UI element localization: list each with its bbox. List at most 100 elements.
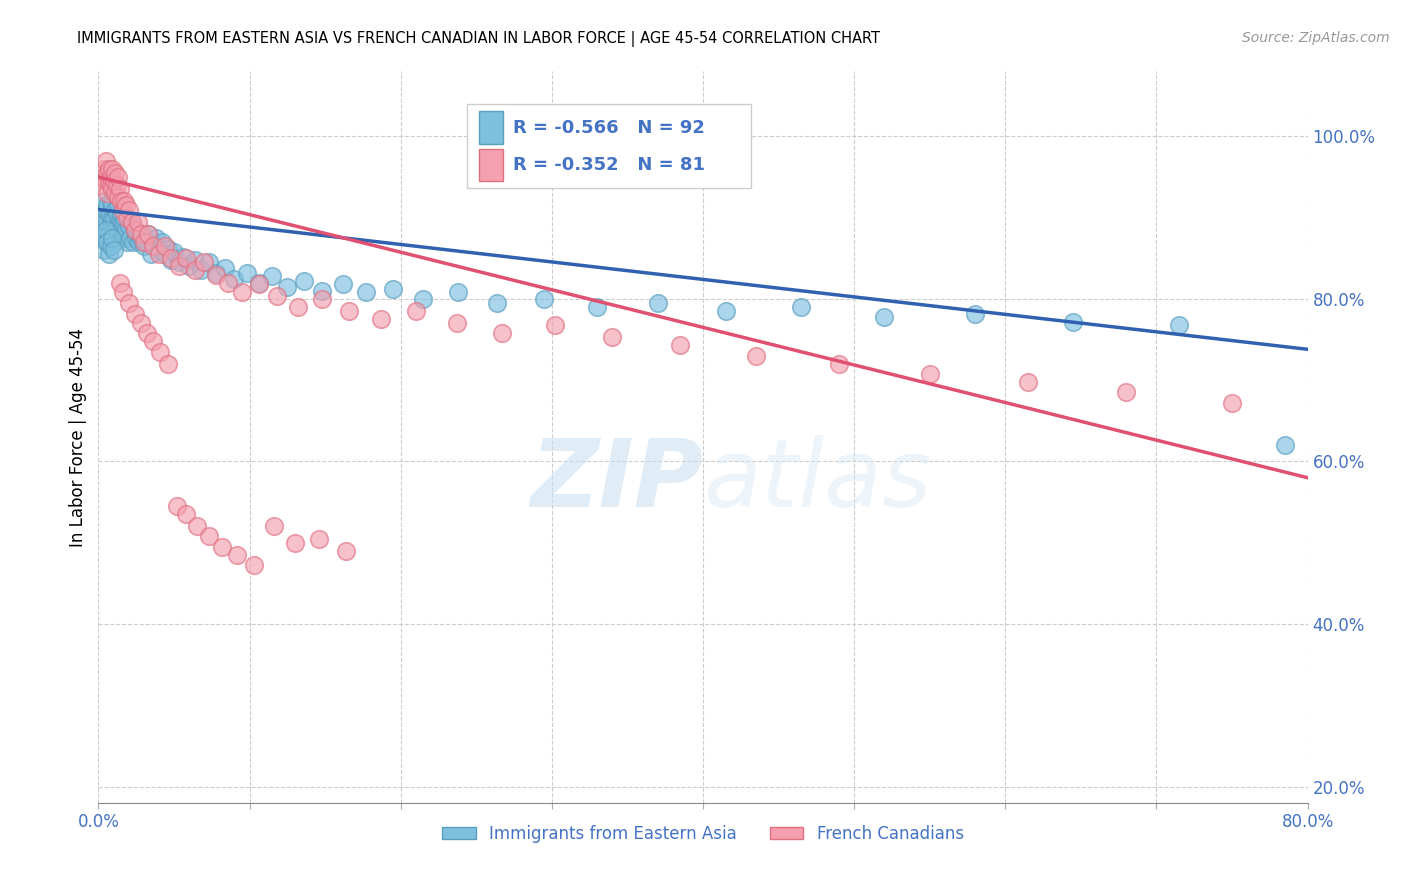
- Point: [103, 223, 125, 237]
- Point: [586, 300, 609, 314]
- Point: [143, 236, 166, 251]
- Point: [292, 274, 315, 288]
- Point: [100, 239, 122, 253]
- Point: [145, 231, 167, 245]
- Point: [110, 223, 132, 237]
- Point: [167, 260, 190, 274]
- Point: [235, 266, 257, 280]
- Point: [156, 357, 179, 371]
- Point: [103, 243, 125, 257]
- Point: [172, 250, 194, 264]
- Point: [124, 223, 146, 237]
- Point: [110, 194, 132, 209]
- Point: [197, 255, 219, 269]
- Point: [790, 300, 813, 314]
- Point: [231, 285, 253, 300]
- Legend: Immigrants from Eastern Asia, French Canadians: Immigrants from Eastern Asia, French Can…: [436, 818, 970, 849]
- Point: [104, 235, 127, 249]
- Point: [93, 161, 115, 176]
- Point: [127, 215, 149, 229]
- Bar: [467, 104, 751, 188]
- Point: [129, 316, 152, 330]
- Point: [1220, 396, 1243, 410]
- Point: [98, 206, 121, 220]
- Text: R = -0.352   N = 81: R = -0.352 N = 81: [513, 156, 706, 174]
- Point: [205, 268, 228, 282]
- Point: [141, 247, 163, 261]
- Point: [124, 223, 146, 237]
- Point: [669, 338, 692, 352]
- Point: [121, 215, 143, 229]
- Point: [828, 357, 851, 371]
- Text: ZIP: ZIP: [530, 435, 703, 527]
- Point: [247, 277, 270, 292]
- Point: [107, 190, 129, 204]
- Point: [94, 223, 117, 237]
- Point: [226, 548, 249, 562]
- Point: [101, 211, 124, 225]
- Bar: [479, 112, 503, 145]
- Point: [163, 244, 186, 259]
- Point: [127, 227, 149, 241]
- Text: IMMIGRANTS FROM EASTERN ASIA VS FRENCH CANADIAN IN LABOR FORCE | AGE 45-54 CORRE: IMMIGRANTS FROM EASTERN ASIA VS FRENCH C…: [77, 31, 880, 47]
- Point: [108, 215, 131, 229]
- Point: [115, 235, 138, 249]
- Point: [91, 169, 114, 184]
- Point: [91, 231, 114, 245]
- Point: [111, 215, 134, 229]
- Point: [111, 285, 134, 300]
- Point: [136, 227, 159, 241]
- Point: [647, 296, 669, 310]
- Point: [90, 178, 112, 193]
- Point: [148, 247, 170, 261]
- Point: [174, 508, 197, 522]
- Point: [184, 252, 207, 267]
- Point: [311, 292, 333, 306]
- Point: [311, 284, 333, 298]
- Point: [118, 219, 141, 233]
- Point: [100, 178, 122, 193]
- Point: [98, 227, 121, 241]
- Point: [446, 316, 468, 330]
- Point: [96, 166, 118, 180]
- Point: [100, 169, 122, 184]
- Point: [91, 227, 114, 241]
- Point: [337, 304, 360, 318]
- Point: [101, 198, 124, 212]
- Point: [96, 198, 118, 212]
- Point: [412, 292, 434, 306]
- Point: [486, 296, 509, 310]
- Point: [108, 211, 131, 225]
- Point: [965, 307, 987, 321]
- Point: [105, 219, 128, 233]
- Point: [544, 318, 567, 332]
- Point: [108, 182, 131, 196]
- Point: [129, 227, 152, 241]
- Point: [918, 367, 941, 381]
- Point: [263, 519, 285, 533]
- Point: [142, 334, 165, 348]
- Point: [125, 231, 148, 245]
- Point: [1017, 375, 1039, 389]
- Point: [217, 276, 239, 290]
- Point: [96, 215, 118, 229]
- Point: [112, 211, 135, 225]
- Point: [114, 223, 136, 237]
- Point: [104, 202, 127, 217]
- Point: [112, 194, 135, 209]
- Y-axis label: In Labor Force | Age 45-54: In Labor Force | Age 45-54: [69, 327, 87, 547]
- Point: [745, 349, 768, 363]
- Point: [105, 178, 128, 193]
- Point: [184, 263, 207, 277]
- Text: atlas: atlas: [703, 435, 931, 526]
- Point: [533, 292, 555, 306]
- Point: [96, 235, 118, 249]
- Point: [104, 186, 127, 201]
- Point: [284, 535, 307, 549]
- Point: [243, 558, 266, 573]
- Text: R = -0.566   N = 92: R = -0.566 N = 92: [513, 119, 704, 136]
- Point: [93, 243, 115, 257]
- Text: Source: ZipAtlas.com: Source: ZipAtlas.com: [1241, 31, 1389, 45]
- Point: [98, 247, 121, 261]
- Point: [115, 211, 138, 225]
